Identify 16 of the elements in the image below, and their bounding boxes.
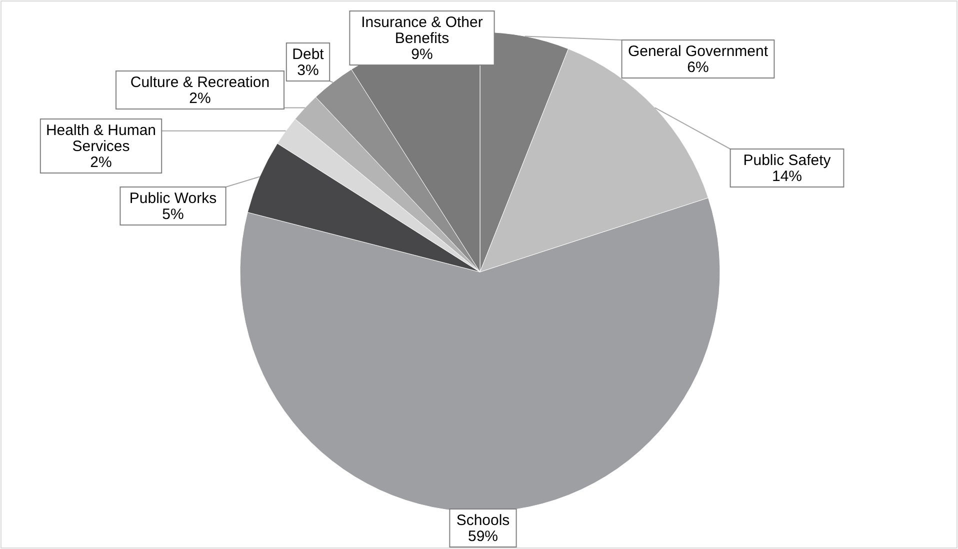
slice-label: Public Works <box>129 190 217 207</box>
data-label: 59% <box>468 528 498 545</box>
data-label: 2% <box>90 154 112 171</box>
data-label: 14% <box>772 168 802 185</box>
slice-label: Public Safety <box>743 152 832 169</box>
slice-label: Culture & Recreation <box>130 74 270 91</box>
data-label: 3% <box>297 62 319 79</box>
slice-label: Schools <box>456 512 510 529</box>
slice-label: Insurance & Other Benefits <box>361 14 483 47</box>
slice-label: Health & Human Services <box>46 122 156 155</box>
data-label: 6% <box>687 59 709 76</box>
data-label: 5% <box>162 206 184 223</box>
data-label: 2% <box>189 90 211 107</box>
slice-label: General Government <box>628 43 769 60</box>
slice-label: Debt <box>292 46 325 63</box>
data-label: 9% <box>411 46 433 63</box>
